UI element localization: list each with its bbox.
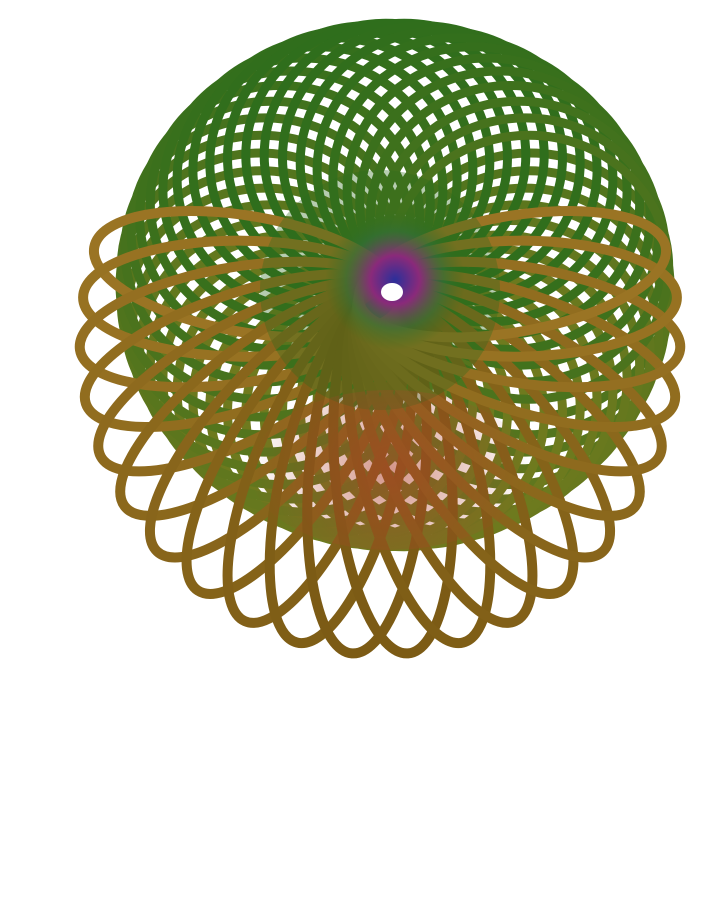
center-hole bbox=[381, 283, 403, 301]
red-inner-bowl bbox=[250, 390, 530, 550]
core-glow bbox=[325, 210, 465, 350]
